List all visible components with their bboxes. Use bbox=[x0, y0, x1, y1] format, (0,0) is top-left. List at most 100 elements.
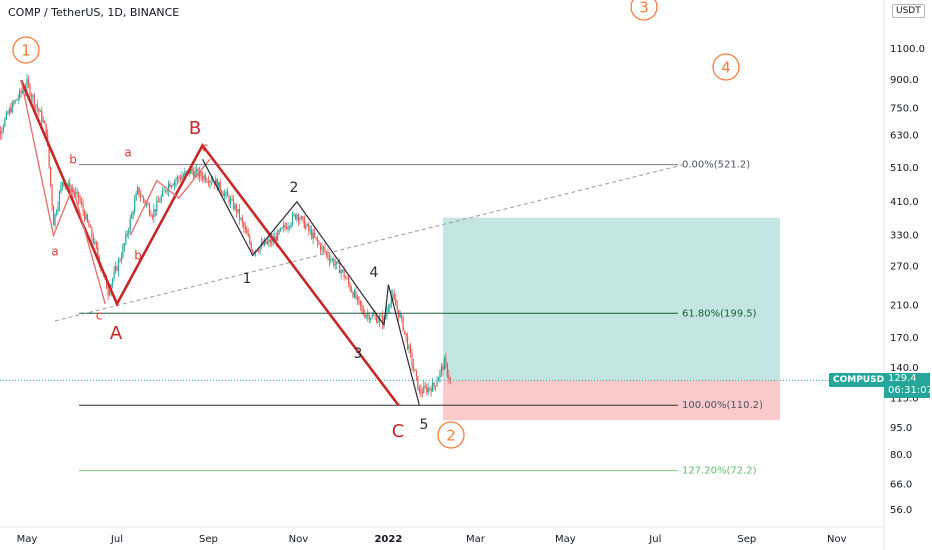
candle-body bbox=[321, 246, 323, 251]
candle-body bbox=[406, 336, 409, 349]
x-tick-label: May bbox=[17, 534, 38, 545]
candle-body bbox=[150, 213, 152, 216]
wave-label[interactable]: C bbox=[392, 421, 405, 442]
y-tick-label: 66.0 bbox=[890, 480, 912, 491]
candle-body bbox=[2, 126, 4, 130]
y-tick-label: 330.0 bbox=[890, 230, 919, 241]
wave-label[interactable]: A bbox=[110, 323, 123, 344]
x-tick-label: Nov bbox=[289, 534, 309, 545]
x-tick-label: May bbox=[555, 534, 576, 545]
candle-body bbox=[349, 283, 351, 290]
wave-label[interactable]: c bbox=[96, 309, 103, 323]
currency-unit-button[interactable]: USDT bbox=[892, 4, 925, 18]
circled-wave-label[interactable]: 3 bbox=[630, 0, 658, 21]
candle-body bbox=[39, 110, 41, 112]
position-target-zone[interactable] bbox=[443, 217, 780, 381]
candle-body bbox=[433, 382, 435, 387]
candle-body bbox=[240, 218, 242, 220]
candle-body bbox=[336, 261, 338, 265]
wave-label[interactable]: 4 bbox=[370, 265, 379, 281]
wave-label[interactable]: 5 bbox=[420, 417, 429, 433]
candle-body bbox=[445, 358, 447, 364]
abc-minor-wave-path[interactable] bbox=[20, 79, 106, 305]
candle-body bbox=[219, 181, 221, 191]
candle-body bbox=[288, 226, 291, 228]
candle-body bbox=[222, 193, 224, 197]
candle-body bbox=[393, 294, 395, 300]
svg-text:1: 1 bbox=[21, 42, 31, 60]
candle-body bbox=[119, 260, 121, 262]
candle-body bbox=[252, 249, 254, 253]
candle-body bbox=[437, 377, 440, 382]
b-wave-minor-path[interactable] bbox=[129, 158, 211, 236]
candle-body bbox=[168, 183, 170, 191]
wave-label[interactable]: 3 bbox=[354, 346, 363, 362]
wave-label[interactable]: B bbox=[189, 118, 201, 139]
candle-body bbox=[246, 229, 248, 234]
candle-body bbox=[181, 176, 183, 180]
candle-body bbox=[361, 305, 363, 309]
candle-body bbox=[50, 167, 52, 186]
wave-label[interactable]: b bbox=[69, 153, 77, 167]
bar-countdown: 06:31:07 bbox=[888, 385, 932, 396]
candle-body bbox=[117, 260, 120, 271]
candle-body bbox=[94, 241, 96, 243]
candle-body bbox=[340, 270, 342, 274]
fib-level-label: 0.00%(521.2) bbox=[682, 160, 750, 171]
candle-body bbox=[244, 227, 246, 230]
candle-body bbox=[228, 196, 230, 204]
position-stop-zone[interactable] bbox=[443, 380, 780, 421]
wave-label[interactable]: 1 bbox=[243, 271, 252, 287]
y-tick-label: 1100.0 bbox=[890, 44, 925, 55]
candle-body bbox=[69, 183, 71, 193]
svg-text:4: 4 bbox=[721, 59, 731, 77]
y-tick-label: 750.0 bbox=[890, 103, 919, 114]
candle-body bbox=[370, 318, 372, 320]
abc-wave-path[interactable] bbox=[19, 79, 400, 407]
wave-label[interactable]: a bbox=[124, 146, 131, 160]
candle-body bbox=[198, 170, 201, 177]
candle-body bbox=[420, 389, 422, 393]
candle-body bbox=[312, 232, 314, 239]
trendline-dashed[interactable] bbox=[54, 164, 684, 322]
candle-body bbox=[315, 237, 317, 239]
candle-body bbox=[343, 269, 345, 278]
circled-wave-label[interactable]: 2 bbox=[437, 421, 465, 449]
candle-body bbox=[327, 252, 329, 258]
candle-body bbox=[157, 200, 159, 203]
candle-body bbox=[19, 90, 21, 98]
candle-body bbox=[111, 279, 114, 285]
wave-label[interactable]: b bbox=[134, 249, 142, 263]
candle-body bbox=[54, 213, 56, 226]
candle-body bbox=[330, 259, 332, 261]
fib-retracement[interactable]: 0.00%(521.2) 61.80%(199.5) 100.00%(110.2) 1… bbox=[79, 160, 763, 477]
candle-body bbox=[193, 171, 195, 177]
candle-body bbox=[387, 308, 389, 312]
candle-body bbox=[4, 118, 6, 127]
candle-body bbox=[318, 242, 320, 245]
candle-body bbox=[132, 212, 134, 214]
candle-body bbox=[72, 190, 74, 193]
candle-body bbox=[331, 259, 333, 261]
candle-body bbox=[368, 314, 370, 320]
impulse-wave-path[interactable] bbox=[201, 158, 420, 406]
candle-body bbox=[259, 246, 261, 252]
wave-label[interactable]: a bbox=[51, 245, 58, 259]
wave-label[interactable]: c bbox=[202, 141, 209, 155]
candle-body bbox=[237, 209, 239, 212]
candle-body bbox=[170, 185, 173, 187]
circled-wave-label[interactable]: 1 bbox=[12, 36, 40, 64]
fib-level-label: 127.20%(72.2) bbox=[682, 466, 757, 477]
candle-body bbox=[85, 214, 87, 220]
candle-body bbox=[122, 247, 124, 258]
candle-body bbox=[0, 131, 2, 134]
candle-body bbox=[212, 181, 214, 182]
candle-body bbox=[449, 378, 451, 380]
candle-body bbox=[179, 178, 181, 180]
wave-label[interactable]: 2 bbox=[290, 180, 299, 196]
candle-body bbox=[148, 205, 151, 214]
candle-body bbox=[134, 200, 136, 213]
circled-wave-label[interactable]: 4 bbox=[712, 53, 740, 81]
candle-body bbox=[412, 364, 415, 369]
